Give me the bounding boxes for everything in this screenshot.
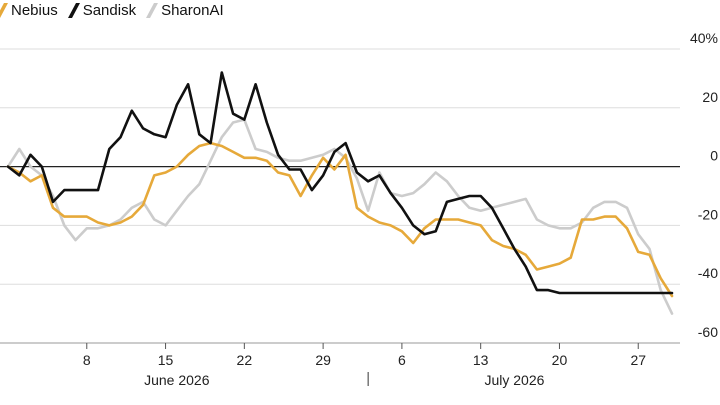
series-line-nebius <box>6 141 674 298</box>
legend-item-sharonai: SharonAI <box>146 2 224 19</box>
x-tick-label: 20 <box>552 352 568 368</box>
legend-label-sandisk: Sandisk <box>82 2 137 19</box>
x-tick-label: 22 <box>237 352 253 368</box>
legend-item-sandisk: Sandisk <box>67 2 137 19</box>
x-tick-label: 29 <box>315 352 331 368</box>
y-tick-label: 40% <box>690 30 718 46</box>
x-tick-label: 27 <box>630 352 646 368</box>
y-tick-label: -20 <box>698 206 718 222</box>
series-line-sharonai <box>6 118 674 315</box>
chart-legend: Nebius Sandisk SharonAI <box>0 2 224 19</box>
x-tick-label: 8 <box>83 352 91 368</box>
y-tick-label: 0 <box>710 148 718 164</box>
legend-label-nebius: Nebius <box>11 2 58 19</box>
month-label: July 2026 <box>484 372 544 388</box>
x-tick-label: 13 <box>473 352 489 368</box>
x-tick-label: 6 <box>398 352 406 368</box>
legend-item-nebius: Nebius <box>0 2 58 19</box>
y-tick-label: 20 <box>702 89 718 105</box>
y-tick-label: -40 <box>698 265 718 281</box>
legend-label-sharonai: SharonAI <box>161 2 224 19</box>
series-line-sandisk <box>6 71 674 295</box>
month-label: June 2026 <box>144 372 210 388</box>
x-tick-label: 15 <box>158 352 174 368</box>
y-tick-label: -60 <box>698 324 718 340</box>
